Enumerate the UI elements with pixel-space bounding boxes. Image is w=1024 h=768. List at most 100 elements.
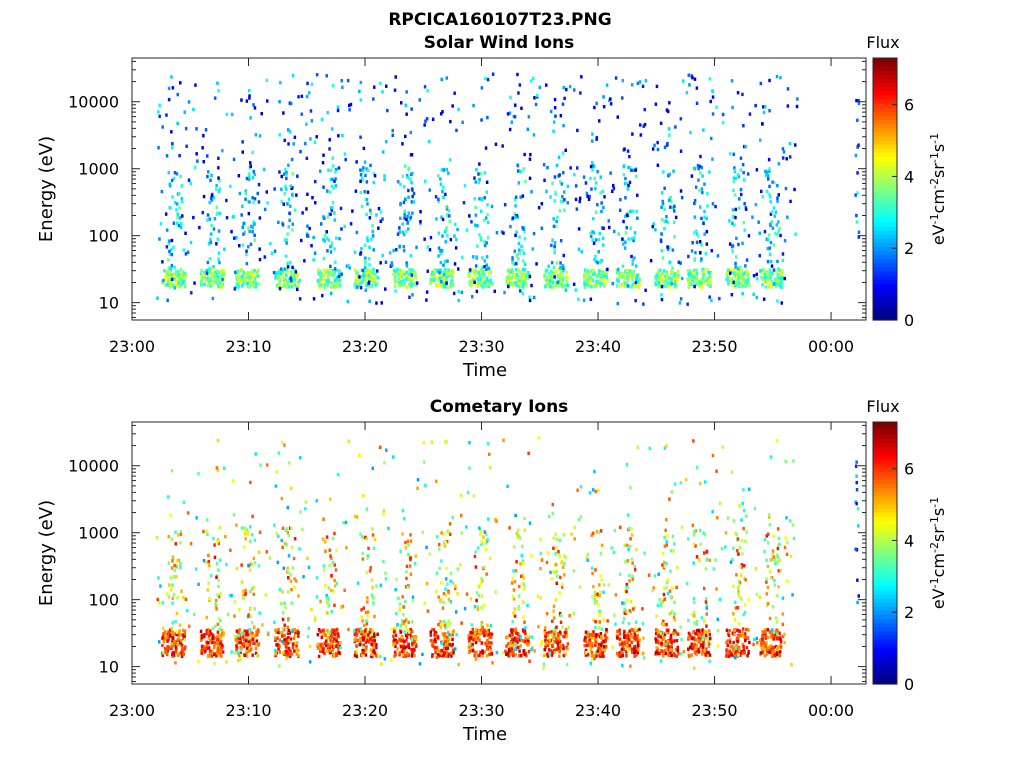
spectrogram-cell — [471, 282, 475, 287]
spectrogram-cell — [624, 269, 627, 273]
spectrogram-cell — [205, 629, 208, 633]
spectrogram-cell — [597, 237, 601, 242]
spectrogram-cell — [273, 249, 277, 253]
spectrogram-cell — [598, 594, 601, 598]
spectrogram-cell — [507, 651, 510, 656]
spectrogram-cell — [293, 577, 296, 581]
spectrogram-cell — [857, 143, 860, 147]
spectrogram-cell — [665, 585, 668, 590]
spectrogram-cell — [404, 277, 408, 282]
spectrogram-cell — [704, 647, 708, 651]
spectrogram-cell — [768, 169, 771, 173]
spectrogram-cell — [171, 630, 175, 634]
spectrogram-cell — [669, 651, 672, 655]
spectrogram-cell — [711, 157, 714, 161]
spectrogram-cell — [180, 654, 184, 659]
spectrogram-cell — [781, 258, 785, 263]
spectrogram-cell — [326, 283, 329, 287]
spectrogram-cell — [286, 232, 289, 236]
spectrogram-cell — [692, 231, 696, 235]
spectrogram-cell — [736, 272, 739, 276]
spectrogram-cell — [376, 269, 379, 273]
spectrogram-cell — [674, 125, 677, 129]
spectrogram-cell — [251, 653, 254, 657]
spectrogram-cell — [248, 200, 251, 204]
spectrogram-cell — [373, 280, 377, 284]
spectrogram-cell — [589, 279, 592, 283]
spectrogram-cell — [553, 630, 557, 634]
spectrogram-cell — [625, 582, 629, 587]
spectrogram-cell — [241, 269, 244, 274]
spectrogram-cell — [553, 244, 556, 249]
spectrogram-cell — [438, 270, 441, 275]
spectrogram-cell — [282, 111, 285, 115]
spectrogram-cell — [484, 76, 487, 81]
spectrogram-cell — [444, 268, 447, 272]
spectrogram-cell — [235, 277, 238, 281]
spectrogram-cell — [485, 276, 489, 280]
colorbar-step — [873, 66, 897, 71]
spectrogram-cell — [702, 645, 705, 649]
spectrogram-cell — [528, 295, 531, 299]
spectrogram-cell — [212, 645, 216, 650]
spectrogram-cell — [702, 531, 705, 535]
spectrogram-cell — [552, 546, 555, 550]
spectrogram-cell — [593, 105, 596, 110]
spectrogram-cell — [192, 107, 195, 112]
spectrogram-cell — [614, 76, 618, 80]
spectrogram-cell — [742, 124, 745, 128]
spectrogram-cell — [778, 283, 782, 288]
spectrogram-cell — [765, 189, 769, 194]
spectrogram-cell — [411, 629, 414, 634]
spectrogram-cell — [446, 213, 449, 218]
spectrogram-cell — [178, 206, 181, 210]
spectrogram-cell — [666, 109, 670, 114]
spectrogram-cell — [215, 187, 218, 191]
spectrogram-cell — [789, 199, 792, 204]
spectrogram-cell — [403, 640, 406, 644]
spectrogram-cell — [627, 211, 630, 215]
spectrogram-cell — [699, 542, 702, 546]
spectrogram-cell — [598, 583, 601, 587]
spectrogram-cell — [561, 285, 564, 289]
spectrogram-cell — [371, 224, 374, 228]
spectrogram-cell — [634, 627, 638, 631]
spectrogram-cell — [616, 267, 620, 272]
spectrogram-cell — [632, 209, 635, 213]
spectrogram-cell — [370, 272, 374, 276]
spectrogram-cell — [447, 624, 450, 629]
spectrogram-cell — [743, 202, 746, 206]
spectrogram-cell — [301, 211, 304, 215]
spectrogram-cell — [661, 551, 665, 556]
spectrogram-cell — [602, 648, 605, 652]
spectrogram-cell — [330, 206, 334, 210]
spectrogram-cell — [285, 176, 288, 181]
spectrogram-cell — [244, 189, 247, 193]
spectrogram-cell — [413, 653, 416, 658]
spectrogram-cell — [436, 653, 440, 657]
spectrogram-cell — [715, 105, 718, 109]
spectrogram-cell — [673, 612, 676, 616]
spectrogram-cell — [178, 191, 181, 196]
spectrogram-cell — [324, 284, 328, 289]
spectrogram-cell — [481, 651, 485, 655]
spectrogram-cell — [440, 283, 443, 288]
spectrogram-cell — [703, 232, 706, 236]
spectrogram-cell — [637, 279, 640, 284]
spectrogram-cell — [240, 526, 244, 530]
spectrogram-cell — [205, 271, 209, 275]
spectrogram-cell — [743, 271, 746, 275]
spectrogram-cell — [310, 82, 314, 86]
cometary-spectrogram-cells — [156, 436, 860, 670]
spectrogram-cell — [548, 276, 551, 280]
colorbar-step — [873, 299, 897, 305]
spectrogram-cell — [215, 269, 219, 273]
spectrogram-cell — [329, 650, 332, 654]
spectrogram-cell — [436, 535, 439, 539]
spectrogram-cell — [367, 283, 371, 288]
spectrogram-cell — [217, 229, 221, 233]
spectrogram-cell — [360, 534, 364, 539]
spectrogram-cell — [605, 83, 609, 87]
spectrogram-cell — [209, 573, 213, 578]
spectrogram-cell — [364, 261, 367, 266]
